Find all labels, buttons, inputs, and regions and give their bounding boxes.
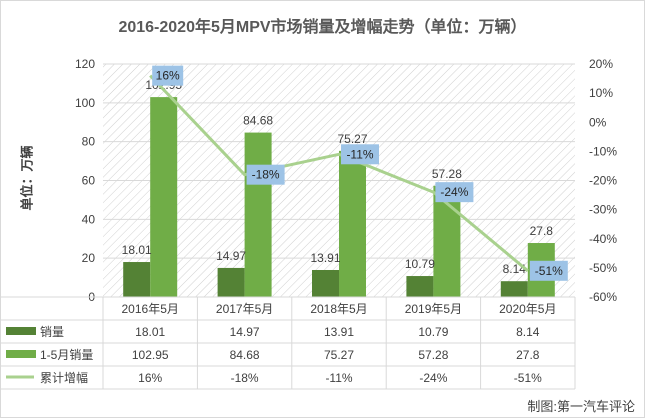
- table-cell: 8.14: [516, 325, 540, 339]
- y2-tick-label: -10%: [589, 144, 617, 158]
- table-cell: 10.79: [418, 325, 448, 339]
- bar-sales-1: [217, 267, 245, 297]
- sales-data-label: 13.91: [310, 251, 340, 265]
- sales-data-label: 18.01: [122, 243, 152, 257]
- bar-ytd-sales-0: [150, 97, 178, 298]
- growth-data-label: -51%: [535, 264, 563, 278]
- growth-label-box: [341, 144, 379, 165]
- y-tick-label: 120: [75, 57, 95, 71]
- table-cell: 16%: [138, 371, 162, 385]
- table-cell: -24%: [419, 371, 447, 385]
- growth-label-box: [435, 182, 474, 203]
- credit-text: 制图:第一汽车评论: [527, 399, 635, 414]
- table-cell: 13.91: [324, 325, 354, 339]
- category-label: 2016年5月: [122, 302, 179, 316]
- y-tick-label: 100: [75, 96, 95, 110]
- y-tick-label: 80: [82, 135, 96, 149]
- growth-label-box: [246, 164, 285, 185]
- bar-sales-4: [500, 281, 528, 297]
- table-cell: -11%: [325, 371, 352, 385]
- category-label: 2018年5月: [310, 302, 367, 316]
- growth-line: [149, 74, 529, 272]
- y2-tick-label: -50%: [589, 261, 617, 275]
- table-cell: 102.95: [132, 348, 169, 362]
- y2-tick-label: -40%: [589, 232, 617, 246]
- table-cell: -51%: [514, 371, 542, 385]
- table-cell: 27.8: [516, 348, 540, 362]
- ytd-sales-data-label: 57.28: [432, 167, 462, 181]
- legend-key-box: [6, 327, 36, 335]
- category-label: 2017年5月: [216, 302, 273, 316]
- legend-label: 累计增幅: [40, 370, 88, 385]
- growth-label-box: [529, 260, 568, 281]
- legend-label: 销量: [40, 325, 64, 339]
- legend-key-box: [6, 350, 36, 358]
- bar-sales-0: [123, 262, 151, 297]
- growth-data-label: -18%: [252, 168, 280, 182]
- ytd-sales-data-label: 75.27: [337, 132, 367, 146]
- table-cell: -18%: [231, 371, 259, 385]
- sales-data-label: 8.14: [503, 262, 527, 276]
- sales-data-label: 14.97: [216, 249, 246, 263]
- growth-label-box: [152, 65, 184, 86]
- y2-tick-label: 10%: [589, 86, 613, 100]
- table-cell: 18.01: [135, 325, 165, 339]
- y-tick-label: 20: [82, 251, 96, 265]
- category-label: 2020年5月: [499, 302, 556, 316]
- table-cell: 75.27: [324, 348, 354, 362]
- y2-tick-label: -60%: [589, 290, 617, 304]
- sales-data-label: 10.79: [405, 257, 435, 271]
- y-tick-label: 40: [82, 212, 96, 226]
- bar-ytd-sales-1: [244, 132, 272, 297]
- bar-sales-3: [406, 276, 434, 297]
- table-cell: 84.68: [230, 348, 260, 362]
- growth-data-label: -11%: [346, 147, 373, 161]
- bar-sales-2: [312, 269, 339, 297]
- ytd-sales-data-label: 84.68: [243, 114, 273, 128]
- legend-label: 1-5月销量: [40, 348, 93, 362]
- y2-tick-label: 0%: [589, 115, 607, 129]
- y2-tick-label: -20%: [589, 174, 617, 188]
- growth-data-label: 16%: [156, 69, 180, 83]
- category-label: 2019年5月: [405, 302, 462, 316]
- table-cell: 14.97: [230, 325, 260, 339]
- y-tick-label: 60: [82, 174, 96, 188]
- bar-ytd-sales-2: [339, 150, 366, 297]
- y2-tick-label: -30%: [589, 203, 617, 217]
- growth-data-label: -24%: [440, 185, 468, 199]
- y2-tick-label: 20%: [589, 57, 613, 71]
- chart-title: 2016-2020年5月MPV市场销量及增幅走势（单位：万辆）: [118, 19, 527, 36]
- table-cell: 57.28: [418, 348, 448, 362]
- ytd-sales-data-label: 27.8: [530, 224, 554, 238]
